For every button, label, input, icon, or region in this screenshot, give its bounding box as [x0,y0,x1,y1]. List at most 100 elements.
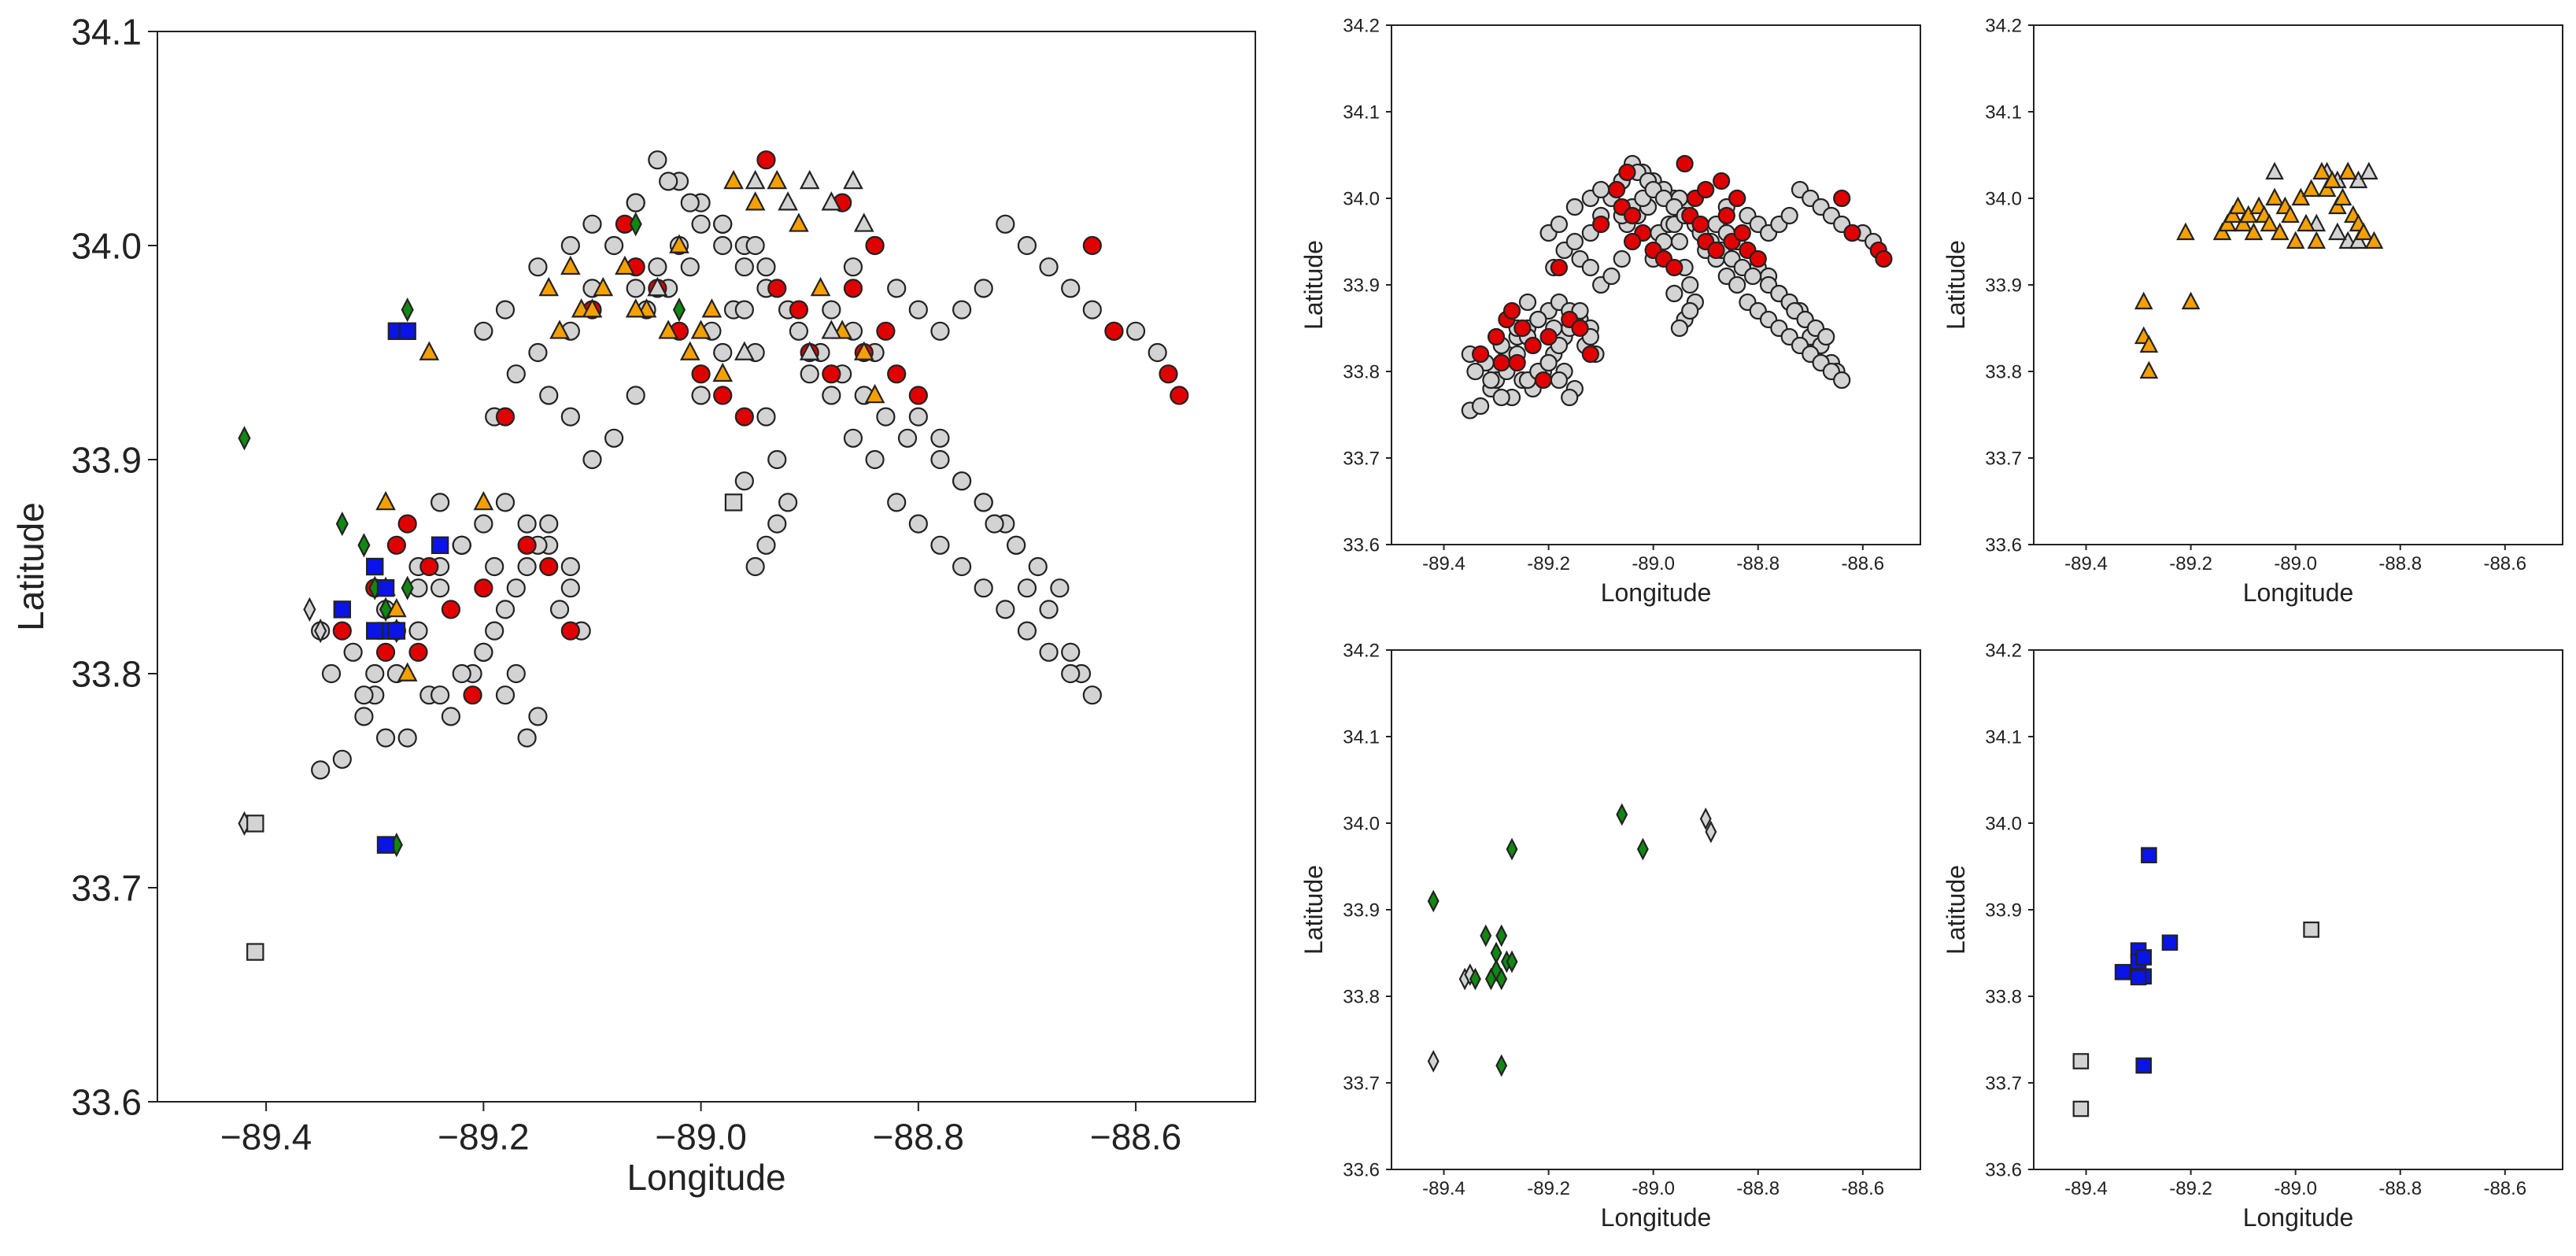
all-gray-circles-point [756,257,776,277]
all-gray-circles-point [375,728,396,748]
orange-triangles-point [538,276,560,297]
green-diamonds-point [335,512,349,537]
all-gray-circles-point [908,514,928,534]
gray-triangles-point [2328,222,2347,241]
red-circles-point [1697,180,1715,199]
all-gray-circles-point [756,407,776,427]
x-tick-label: -88.6 [1841,553,1884,574]
all-gray-circles-point [996,214,1015,234]
gray-circles-point [1581,258,1599,277]
red-circles-point [691,364,711,384]
orange-triangles-point [615,255,635,275]
all-gray-circles-point [1082,685,1102,705]
x-tick-label: -88.6 [2483,1178,2526,1199]
orange-triangles-point [2238,205,2258,223]
x-tick-label: -89.0 [2274,1178,2317,1199]
blue-squares-panel: -89.4 -89.2 -89.0 -88.8 -88.6 33.6 33.7 33.8 33.… [1942,641,2563,1232]
y-tick-label: 34.1 [1985,727,2022,748]
red-circles-point [1733,223,1751,242]
red-circles-point [1104,321,1124,341]
all-gray-circles-point [528,342,548,363]
orange-triangles-point [2181,291,2201,310]
gray-squares-point [246,943,264,961]
orange-triangles-point [2364,231,2384,249]
y-tick-label: 33.6 [1985,535,2022,556]
red-circles-point [1472,345,1490,364]
all-gray-circles-point [517,556,537,577]
red-circles-point [463,685,482,705]
all-gray-circles-point [680,193,700,212]
orange-triangles-point [386,597,407,618]
orange-triangles-point [2244,222,2264,241]
orange-triangles-point [723,169,744,190]
green-diamonds-point [629,212,642,237]
red-circles-point [1159,364,1178,384]
blue-squares-point [2130,969,2147,986]
y-tick-label: 33.8 [1343,362,1380,383]
data-points [1427,803,1717,1077]
red-circles-point [1170,386,1189,405]
red-circles-point [767,279,787,298]
y-tick-label: 33.8 [1985,362,2022,383]
all-gray-circles-point [985,514,1004,534]
plot-area [1391,649,1921,1170]
green-diamonds-point [1506,950,1518,973]
blue-squares-point [333,600,352,619]
x-tick-label: −88.6 [1090,1116,1181,1157]
orange-triangles-point [864,383,885,404]
y-tick-label: 34.1 [1985,102,2022,124]
green-diamonds-point [401,575,414,600]
all-gray-circles-point [734,300,754,320]
x-tick-label: -89.4 [2064,553,2108,574]
y-axis-label: Latitude [1299,240,1328,330]
all-gray-circles-point [1061,663,1081,684]
gray-triangles-point [853,212,874,232]
x-tick-label: −89.0 [655,1116,746,1157]
red-circles-point [822,364,841,384]
red-circles-point [560,621,580,641]
all-gray-circles-point [974,493,993,512]
all-gray-circles-point [495,493,516,512]
plot-frame [2033,24,2563,545]
gray-triangles-point [778,191,798,211]
x-tick-label: -89.0 [2274,553,2317,574]
x-tick-label: -89.0 [1632,553,1675,574]
green-diamonds-point [1427,889,1440,913]
red-circles-point [1618,163,1636,182]
red-circles-point [1623,232,1642,251]
red-circles-point [1513,319,1532,338]
green-diamonds-point [1469,967,1481,991]
all-gray-circles-point [431,493,450,512]
data-points [2134,161,2384,379]
all-gray-circles-point [713,342,733,363]
red-circles-point [375,642,396,662]
orange-triangles-point [375,490,396,511]
red-circles-point [1843,223,1861,242]
all-gray-circles-point [560,556,580,577]
all-gray-circles-point [452,663,471,684]
y-tick-label: 33.9 [1985,900,2022,922]
orange-triangles-point [2228,196,2248,215]
blue-squares-point [2161,934,2179,951]
red-circles-point [1707,241,1725,260]
orange-triangles-point [2139,360,2159,379]
main-scatter-plot: −89.4 −89.2 −89.0 −88.8 −88.6 33.6 33.7 33.8 33.… [10,12,1256,1198]
orange-triangles-point [2323,170,2342,189]
y-tick-label: 33.8 [1343,987,1380,1008]
x-tick-label: -88.8 [1736,553,1780,574]
all-gray-circles-point [332,749,352,769]
red-circles-point [1607,180,1626,199]
green-diamonds-point [1495,1054,1508,1077]
gray-circles-point [1529,310,1547,329]
green-diamonds-point [1484,967,1497,991]
gray-circles-point [1817,327,1835,346]
gray-circles-point [1728,275,1746,294]
y-axis-label: Latitude [10,502,51,631]
gray-circles-point [1565,198,1584,216]
all-gray-circles-point [843,428,863,448]
all-gray-circles-point [343,642,363,662]
y-tick-label: 34.1 [1343,727,1380,748]
y-tick-label: 33.7 [1985,1073,2022,1095]
red-circles-point [1691,215,1709,234]
orange-triangles-point [2281,205,2300,223]
